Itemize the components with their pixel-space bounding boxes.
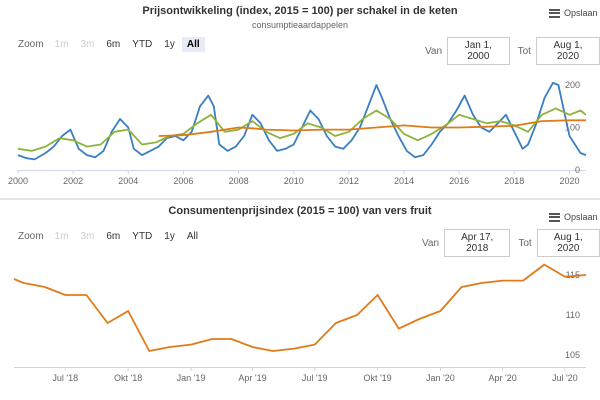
y-tick-label: 200 [565, 80, 580, 90]
date-range-inputs: Van Jan 1, 2000 Tot Aug 1, 2020 [417, 37, 600, 65]
x-tick-label: 2006 [173, 176, 193, 186]
zoom-label: Zoom [18, 231, 44, 242]
x-tick-label: 2020 [559, 176, 579, 186]
chart-title: Prijsontwikkeling (index, 2015 = 100) pe… [142, 5, 458, 17]
x-tick-label: Okt '19 [363, 373, 391, 383]
to-date-input[interactable]: Aug 1, 2020 [535, 37, 600, 65]
range-button-3m[interactable]: 3m [80, 231, 95, 242]
from-date-input[interactable]: Apr 17, 2018 [444, 229, 511, 257]
x-tick-label: Jan '19 [177, 373, 206, 383]
x-tick-label: 2000 [8, 176, 28, 186]
x-tick-label: 2002 [63, 176, 83, 186]
to-label: Tot [518, 237, 532, 249]
line-chart-fruit: Jul '18 Okt '18 Jan '19 Apr '19 Jul '19 Okt '… [13, 263, 587, 383]
x-tick-label: Apr '19 [238, 373, 266, 383]
series-line-2[interactable] [158, 119, 586, 137]
to-label: Tot [517, 45, 531, 57]
x-tick-label: 2010 [284, 176, 304, 186]
range-button-1m[interactable]: 1m [54, 231, 69, 242]
chart-subtitle: consumptieaardappelen [251, 20, 349, 30]
to-date-input[interactable]: Aug 1, 2020 [536, 229, 600, 257]
range-button-6m[interactable]: 6m [106, 231, 121, 242]
chart-panel-fruit: Consumentenprijsindex (2015 = 100) van v… [0, 200, 600, 400]
export-menu-button[interactable]: Opslaan [549, 8, 598, 18]
x-tick-label: 2016 [449, 176, 469, 186]
y-tick-label: 0 [575, 165, 580, 175]
series-line-0[interactable] [17, 82, 587, 161]
chart-title: Consumentenprijsindex (2015 = 100) van v… [168, 205, 432, 217]
range-button-ytd[interactable]: YTD [132, 231, 153, 242]
x-tick-label: 2004 [118, 176, 138, 186]
export-menu-button[interactable]: Opslaan [549, 212, 598, 222]
range-button-ytd[interactable]: YTD [132, 39, 153, 50]
series-line-1[interactable] [17, 107, 587, 152]
x-tick-label: Jul '19 [302, 373, 328, 383]
y-tick-label: 110 [566, 310, 580, 320]
x-tick-label: Apr '20 [489, 373, 517, 383]
line-chart-potatoes: 2000 2002 2004 2006 2008 2010 2012 2014 2016 2018… [8, 80, 587, 186]
x-tick-label: 2014 [394, 176, 414, 186]
y-tick-label: 105 [565, 350, 580, 360]
export-menu-label: Opslaan [564, 8, 598, 18]
range-button-1y[interactable]: 1y [164, 39, 175, 50]
zoom-label: Zoom [18, 39, 44, 50]
range-selector: Zoom 1m 3m 6m YTD 1y All [18, 37, 207, 52]
series-line-0[interactable] [13, 263, 587, 352]
x-tick-label: Jul '18 [52, 373, 78, 383]
range-button-all[interactable]: All [181, 37, 205, 52]
x-tick-label: 2018 [504, 176, 524, 186]
x-tick-label: 2012 [339, 176, 359, 186]
range-button-1y[interactable]: 1y [164, 231, 175, 242]
from-label: Van [425, 45, 443, 57]
export-menu-label: Opslaan [564, 212, 598, 222]
x-tick-label: Jan '20 [426, 373, 455, 383]
y-tick-label: 115 [566, 270, 580, 280]
from-date-input[interactable]: Jan 1, 2000 [447, 37, 510, 65]
y-tick-label: 100 [565, 123, 580, 133]
date-range-inputs: Van Apr 17, 2018 Tot Aug 1, 2020 [414, 229, 600, 257]
range-button-all[interactable]: All [186, 231, 198, 242]
x-tick-label: 2008 [229, 176, 249, 186]
x-tick-label: Okt '18 [114, 373, 142, 383]
hamburger-icon [549, 8, 560, 18]
range-button-1m[interactable]: 1m [54, 39, 69, 50]
range-button-3m[interactable]: 3m [80, 39, 95, 50]
range-selector: Zoom 1m 3m 6m YTD 1y All [18, 229, 205, 244]
panel-divider [0, 198, 600, 200]
hamburger-icon [549, 212, 560, 222]
chart-panel-potatoes: Prijsontwikkeling (index, 2015 = 100) pe… [8, 5, 600, 186]
x-tick-label: Jul '20 [552, 373, 578, 383]
from-label: Van [422, 237, 440, 249]
range-button-6m[interactable]: 6m [106, 39, 121, 50]
